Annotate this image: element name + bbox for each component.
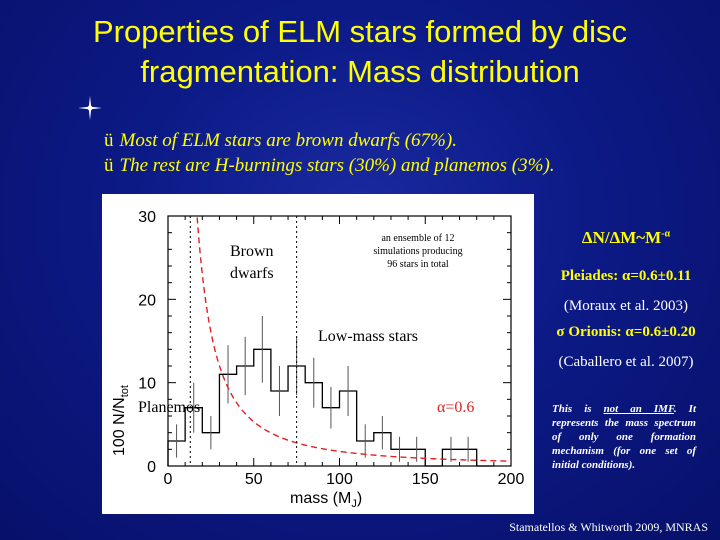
histogram-chart: 0 50 100 150 200 0 10 20 30 100 N/Ntot mass (MJ)…	[111, 209, 524, 510]
brown-dwarfs-label-line2: dwarfs	[230, 265, 274, 282]
x-axis-label-main: mass (M	[290, 490, 351, 507]
slide-title: Properties of ELM stars formed by disc f…	[0, 12, 720, 92]
orionis-value: σ Orionis: α=0.6±0.20	[556, 324, 696, 340]
x-axis-label: mass (MJ)	[290, 490, 362, 510]
y-axis-label: 100 N/Ntot	[111, 385, 131, 456]
ensemble-label-l3: 96 stars in total	[387, 259, 449, 270]
bullet-item: ü The rest are H-burnings stars (30%) and…	[104, 153, 555, 178]
title-line-2: fragmentation: Mass distribution	[140, 54, 580, 89]
y-tick-label: 20	[138, 292, 156, 309]
ticks-group: 0 50 100 150 200 0 10 20 30	[138, 209, 524, 488]
low-mass-stars-label: Low-mass stars	[318, 328, 418, 345]
x-tick-label: 0	[164, 471, 173, 488]
formula-sup: -α	[661, 228, 671, 240]
fit-group	[196, 217, 512, 462]
x-tick-label: 150	[412, 471, 439, 488]
ensemble-label-l2: simulations producing	[373, 246, 462, 257]
imf-note: This is not an IMF. It represents the ma…	[552, 402, 696, 472]
citation: Stamatellos & Whitworth 2009, MNRAS	[509, 520, 708, 534]
pleiades-value: Pleiades: α=0.6±0.11	[560, 268, 692, 284]
brown-dwarfs-label-line1: Brown	[230, 243, 274, 260]
y-tick-label: 10	[138, 376, 156, 393]
note-part2: . It represents the mass spectrum of onl…	[552, 403, 696, 471]
pleiades-reference: (Moraux et al. 2003)	[563, 298, 689, 314]
sparkle-icon	[78, 96, 102, 120]
y-axis-label-sub: tot	[119, 385, 131, 397]
title-line-1: Properties of ELM stars formed by disc	[92, 14, 628, 49]
check-icon: ü	[104, 155, 114, 176]
formula-main: ΔN/ΔM~M	[581, 228, 662, 247]
bars-group	[167, 348, 494, 467]
note-part1: This is	[552, 403, 604, 415]
bullet-item: ü Most of ELM stars are brown dwarfs (67%…	[104, 128, 555, 153]
bullet-text: The rest are H-burnings stars (30%) and …	[119, 155, 555, 176]
planemos-label: Planemos	[138, 399, 200, 416]
x-tick-label: 200	[498, 471, 525, 488]
fit-line	[196, 217, 512, 462]
y-tick-label: 0	[147, 459, 156, 476]
x-axis-label-sub: J	[351, 498, 357, 510]
bullet-list: ü Most of ELM stars are brown dwarfs (67%…	[104, 128, 555, 178]
x-axis-label-close: )	[357, 490, 362, 507]
x-tick-label: 50	[245, 471, 263, 488]
note-underlined: not an IMF	[603, 403, 674, 415]
formula: ΔN/ΔM~M-α	[536, 228, 716, 248]
x-tick-label: 100	[326, 471, 353, 488]
vlines-group	[189, 216, 298, 466]
check-icon: ü	[104, 130, 114, 151]
y-axis-label-main: 100 N/N	[111, 397, 128, 456]
ensemble-label-l1: an ensemble of 12	[381, 233, 454, 244]
histogram-steps	[167, 348, 494, 467]
histogram-figure: 0 50 100 150 200 0 10 20 30 100 N/Ntot mass (MJ)…	[102, 194, 534, 514]
bullet-text: Most of ELM stars are brown dwarfs (67%)…	[119, 130, 457, 151]
y-tick-label: 30	[138, 209, 156, 226]
alpha-label: α=0.6	[437, 399, 474, 416]
orionis-reference: (Caballero et al. 2007)	[558, 354, 694, 370]
